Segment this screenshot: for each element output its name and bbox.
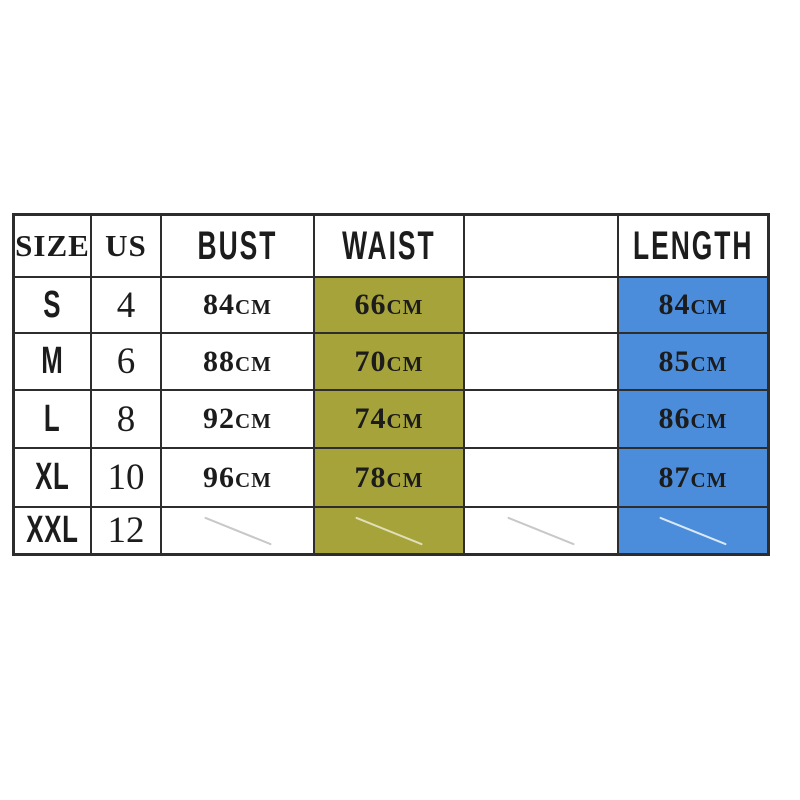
header-label-length: LENGTH xyxy=(632,223,754,268)
row-s-us-cell: 4 xyxy=(92,278,162,334)
row-m-us-cell: 6 xyxy=(92,334,162,391)
header-cell-waist: WAIST xyxy=(315,216,465,278)
size-label: M xyxy=(41,340,64,382)
row-l-size-cell: L xyxy=(15,391,92,449)
waist-value: 78cm xyxy=(354,460,424,494)
row-xxl-size-cell: XXL xyxy=(15,508,92,553)
row-m-size-cell: M xyxy=(15,334,92,391)
row-xxl-waist-cell xyxy=(315,508,465,553)
us-value: 10 xyxy=(107,457,145,498)
waist-value: 66cm xyxy=(354,288,424,321)
header-label-waist: WAIST xyxy=(342,223,436,268)
row-xl-blank-cell xyxy=(465,449,619,508)
row-m-length-cell: 85cm xyxy=(619,334,767,391)
row-s-bust-cell: 84cm xyxy=(162,278,315,334)
length-value: 84cm xyxy=(658,288,728,321)
us-value: 12 xyxy=(107,510,145,551)
row-xl-bust-cell: 96cm xyxy=(162,449,315,508)
row-s-length-cell: 84cm xyxy=(619,278,767,334)
row-l-waist-cell: 74cm xyxy=(315,391,465,449)
waist-value: 74cm xyxy=(354,402,424,435)
row-l-us-cell: 8 xyxy=(92,391,162,449)
us-value: 8 xyxy=(116,398,136,440)
row-s-size-cell: S xyxy=(15,278,92,334)
row-xxl-bust-cell xyxy=(162,508,315,553)
no-data-slash xyxy=(659,516,727,545)
row-l-bust-cell: 92cm xyxy=(162,391,315,449)
header-label-bust: BUST xyxy=(197,223,278,268)
row-s-blank-cell xyxy=(465,278,619,334)
row-m-blank-cell xyxy=(465,334,619,391)
header-cell-us: US xyxy=(92,216,162,278)
header-cell-length: LENGTH xyxy=(619,216,767,278)
row-xl-us-cell: 10 xyxy=(92,449,162,508)
no-data-slash xyxy=(507,516,575,545)
row-l-blank-cell xyxy=(465,391,619,449)
waist-value: 70cm xyxy=(354,344,424,378)
header-cell-size: SIZE xyxy=(15,216,92,278)
row-xxl-length-cell xyxy=(619,508,767,553)
header-cell-bust: BUST xyxy=(162,216,315,278)
size-label: XXL xyxy=(26,509,79,551)
row-m-bust-cell: 88cm xyxy=(162,334,315,391)
bust-value: 84cm xyxy=(203,288,272,321)
row-xxl-blank-cell xyxy=(465,508,619,553)
size-label: L xyxy=(44,397,61,440)
row-xl-waist-cell: 78cm xyxy=(315,449,465,508)
us-value: 4 xyxy=(116,284,136,326)
length-value: 87cm xyxy=(658,460,728,494)
length-value: 86cm xyxy=(658,402,728,435)
size-label: S xyxy=(43,283,62,326)
row-m-waist-cell: 70cm xyxy=(315,334,465,391)
no-data-slash xyxy=(203,516,272,545)
header-label-size: SIZE xyxy=(15,228,90,263)
bust-value: 92cm xyxy=(203,402,272,435)
row-s-waist-cell: 66cm xyxy=(315,278,465,334)
bust-value: 96cm xyxy=(203,460,272,494)
us-value: 6 xyxy=(116,341,136,382)
size-label: XL xyxy=(35,456,70,498)
row-xxl-us-cell: 12 xyxy=(92,508,162,553)
header-cell-blank xyxy=(465,216,619,278)
length-value: 85cm xyxy=(658,344,728,378)
no-data-slash xyxy=(355,516,423,545)
size-chart-table: SIZE US BUST WAIST LENGTH S 4 84cm 66cm … xyxy=(12,213,770,556)
header-label-us: US xyxy=(105,228,147,263)
row-xl-size-cell: XL xyxy=(15,449,92,508)
row-xl-length-cell: 87cm xyxy=(619,449,767,508)
row-l-length-cell: 86cm xyxy=(619,391,767,449)
bust-value: 88cm xyxy=(203,344,272,378)
